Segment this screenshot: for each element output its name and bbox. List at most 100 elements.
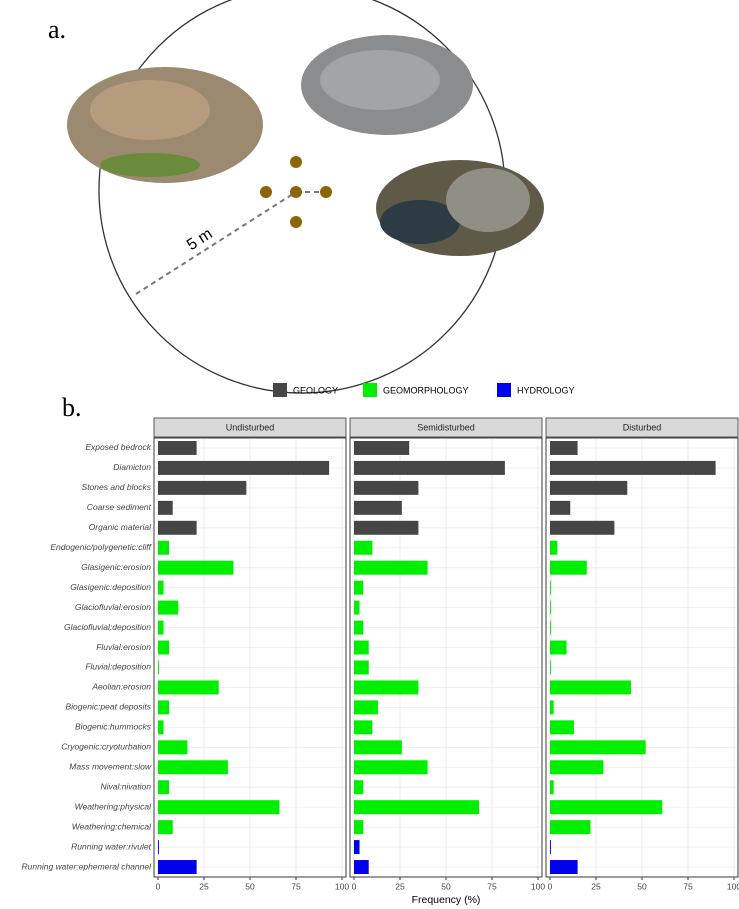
legend-label: HYDROLOGY (517, 385, 575, 395)
y-tick-label: Fluvial:erosion (96, 642, 151, 652)
y-tick-label: Stones and blocks (82, 482, 152, 492)
photo-detail (320, 50, 440, 110)
bar (158, 780, 170, 795)
bar (550, 740, 646, 755)
sample-point (290, 156, 302, 168)
y-tick-label: Fluvial:deposition (85, 662, 151, 672)
x-tick-label: 50 (245, 881, 255, 891)
bar (158, 620, 164, 635)
bar (550, 460, 716, 475)
y-tick-label: Exposed bedrock (85, 442, 151, 452)
bar (354, 580, 364, 595)
bar (158, 800, 280, 815)
bar (354, 660, 369, 675)
bar (354, 540, 373, 555)
bar (550, 560, 587, 575)
panel-label: a. (48, 15, 66, 44)
y-tick-label: Glaciofluvial:deposition (64, 622, 151, 632)
y-tick-label: Running water:rivulet (71, 841, 151, 851)
bar (158, 460, 330, 475)
bar (158, 440, 197, 455)
legend-swatch (363, 383, 377, 397)
bar (354, 680, 419, 695)
y-tick-label: Endogenic/polygenetic:cliff (50, 542, 152, 552)
legend-swatch (273, 383, 287, 397)
strip (545, 417, 739, 438)
x-tick-label: 50 (637, 881, 647, 891)
y-tick-label: Cryogenic:cryoturbation (61, 742, 151, 752)
bar (550, 640, 567, 655)
bar (550, 860, 578, 875)
legend-label: GEOMORPHOLOGY (383, 385, 469, 395)
bar (354, 740, 402, 755)
bar (354, 560, 428, 575)
y-tick-label: Aeolian:erosion (91, 682, 151, 692)
x-tick-label: 75 (683, 881, 693, 891)
x-tick-label: 50 (441, 881, 451, 891)
y-tick-label: Nival:nivation (100, 781, 151, 791)
bar (354, 520, 419, 535)
strip-label: Undisturbed (226, 422, 275, 432)
bar (354, 720, 373, 735)
bar (550, 800, 663, 815)
bar (158, 560, 234, 575)
bar (354, 460, 505, 475)
bar (550, 820, 591, 835)
x-tick-label: 25 (591, 881, 601, 891)
bar (158, 600, 179, 615)
y-tick-label: Weathering:physical (75, 801, 152, 811)
bar (550, 700, 554, 715)
bar (158, 520, 197, 535)
y-tick-label: Mass movement:slow (69, 762, 152, 772)
y-tick-label: Glaciofluvial:erosion (75, 602, 151, 612)
bar (550, 440, 578, 455)
y-tick-label: Coarse sediment (87, 502, 152, 512)
x-tick-label: 75 (291, 881, 301, 891)
panel-border (349, 437, 543, 878)
bar (354, 500, 402, 515)
y-tick-label: Running water:ephemeral channel (22, 861, 153, 871)
bar (550, 620, 551, 635)
bar (550, 680, 631, 695)
bar (550, 600, 551, 615)
sample-point (290, 216, 302, 228)
y-tick-label: Diamicton (113, 462, 151, 472)
bar (158, 480, 247, 495)
x-tick-label: 0 (548, 881, 553, 891)
bar (354, 800, 480, 815)
legend-label: GEOLOGY (293, 385, 338, 395)
site-diagram: 5 m (67, 0, 544, 394)
scale-label: 5 m (184, 225, 216, 254)
bar (158, 700, 170, 715)
y-tick-label: Glasigenic:erosion (81, 562, 151, 572)
sample-point (260, 186, 272, 198)
strip-label: Semidisturbed (417, 422, 475, 432)
bar (354, 820, 364, 835)
sample-point (290, 186, 302, 198)
bar (158, 540, 170, 555)
panel-border (545, 437, 739, 878)
bar (158, 660, 159, 675)
y-tick-label: Organic material (89, 522, 152, 532)
y-tick-label: Weathering:chemical (72, 821, 152, 831)
x-tick-label: 0 (352, 881, 357, 891)
panel-label: b. (62, 393, 82, 422)
bar (158, 680, 219, 695)
y-tick-label: Biogenic:hummocks (75, 722, 152, 732)
strip (349, 417, 543, 438)
strip (153, 417, 347, 438)
bar (354, 840, 360, 855)
bar (354, 860, 369, 875)
bar (550, 840, 551, 855)
bar (550, 480, 628, 495)
bar (158, 820, 173, 835)
bar (354, 760, 428, 775)
bar (550, 720, 574, 735)
bar (158, 840, 159, 855)
legend-swatch (497, 383, 511, 397)
bar (354, 700, 378, 715)
bar (158, 740, 188, 755)
x-tick-label: 100 (335, 881, 349, 891)
panel-border (153, 437, 347, 878)
